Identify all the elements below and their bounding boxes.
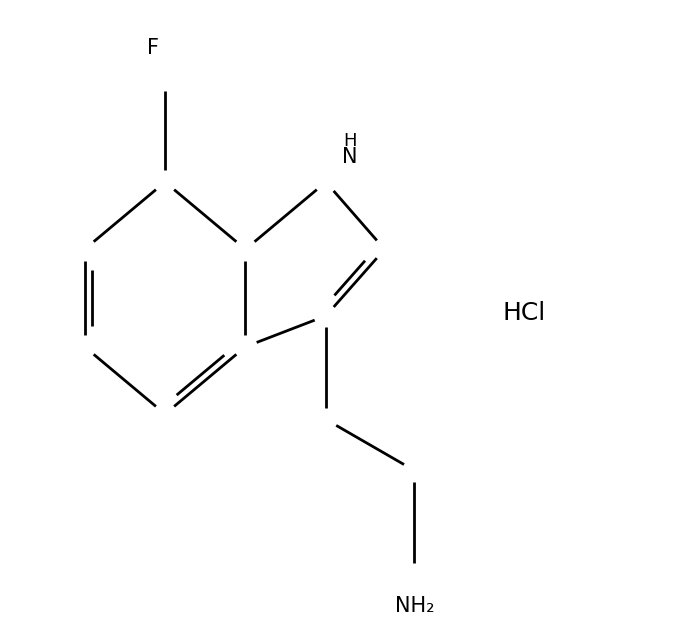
Text: HCl: HCl xyxy=(503,302,546,325)
Text: H: H xyxy=(343,132,357,150)
Text: N: N xyxy=(343,147,358,167)
Text: F: F xyxy=(147,38,159,58)
Text: NH₂: NH₂ xyxy=(394,596,434,616)
